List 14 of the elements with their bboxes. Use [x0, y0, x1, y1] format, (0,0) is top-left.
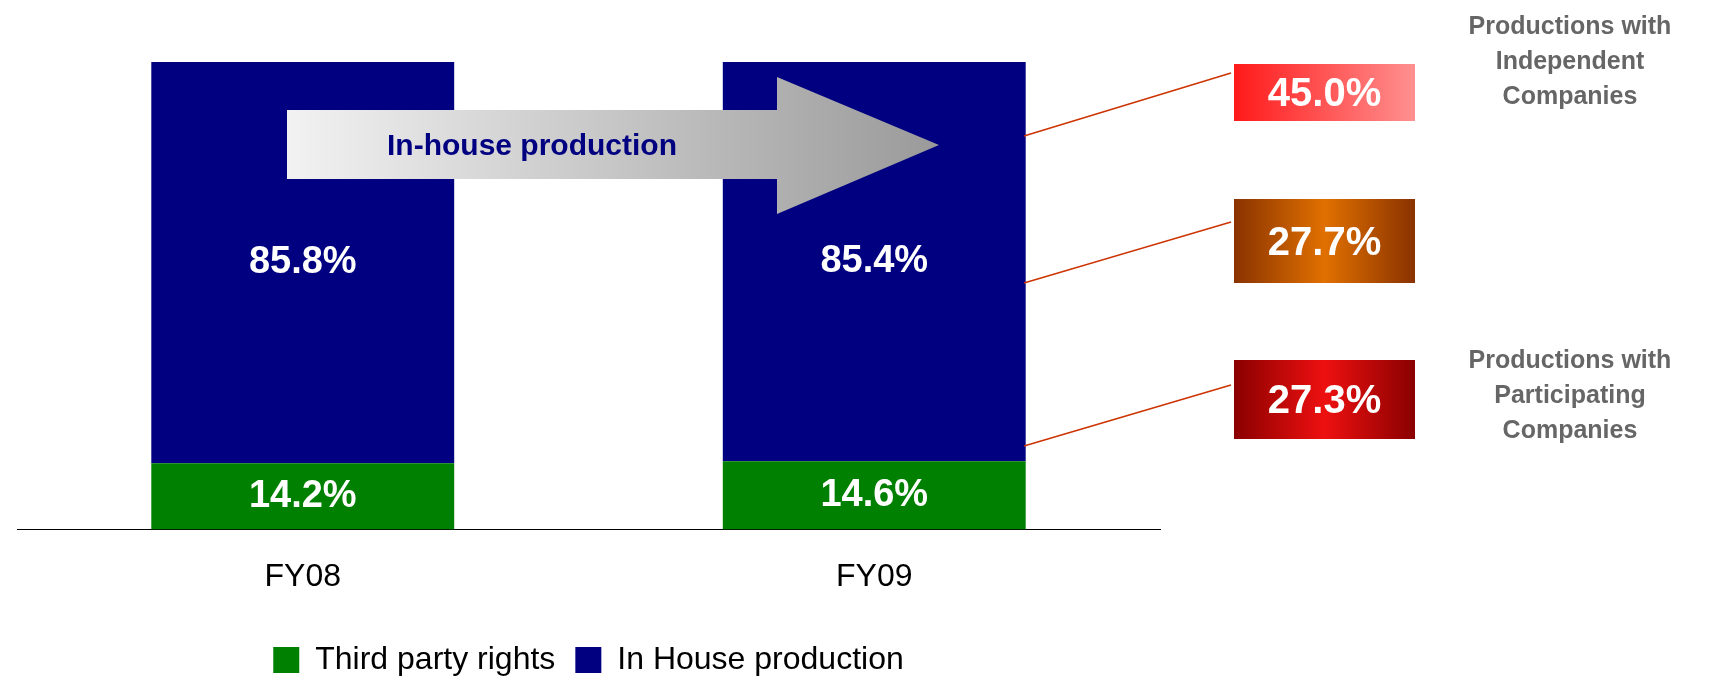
text: 45.0% — [1234, 64, 1415, 121]
x-tick-label: FY09 — [836, 556, 913, 593]
x-tick-label: FY08 — [264, 556, 341, 593]
data-label: 85.4% — [820, 238, 929, 281]
text: 27.3% — [1234, 360, 1415, 439]
data-label: 14.2% — [248, 472, 357, 515]
text: 27.7% — [1234, 199, 1415, 283]
data-label: 85.8% — [248, 239, 357, 282]
text: Productions with Independent Companies — [1467, 10, 1673, 111]
text: Productions with Participating Companies — [1467, 344, 1673, 445]
legend-label: In House production — [617, 639, 904, 676]
legend-label: Third party rights — [315, 639, 556, 676]
annotation: In-house production — [386, 126, 678, 163]
data-label: 14.6% — [820, 471, 929, 514]
